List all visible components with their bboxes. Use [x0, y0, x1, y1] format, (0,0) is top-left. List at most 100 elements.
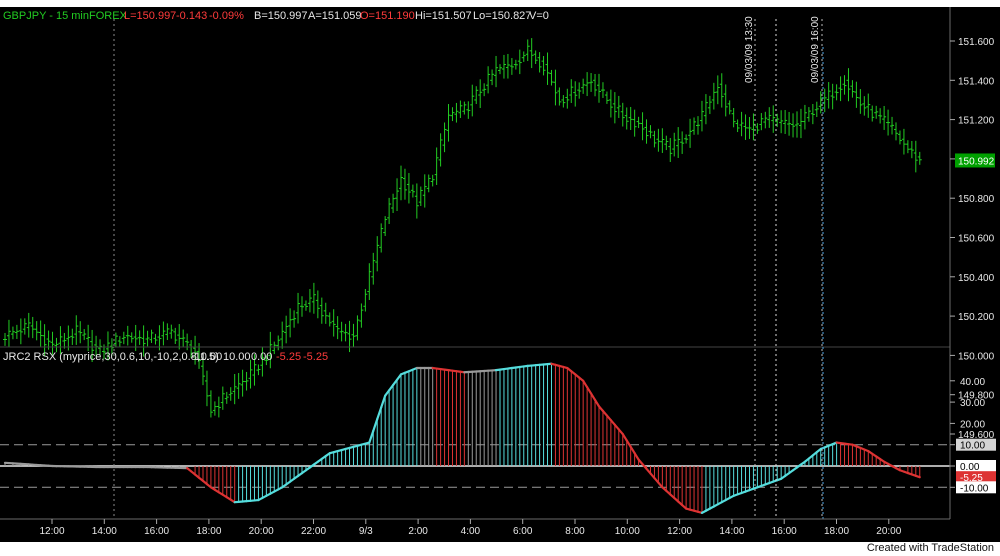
price-bar [70, 328, 75, 345]
price-bar [715, 75, 720, 105]
price-bar [874, 105, 879, 119]
price-bar [866, 93, 871, 118]
price-bar [422, 174, 427, 208]
price-axis-label: 150.400 [958, 273, 995, 284]
price-bar [153, 333, 158, 345]
price-bar [838, 76, 843, 102]
price-bar [129, 332, 134, 343]
indicator-v5: -5.25 [303, 351, 328, 363]
price-axis-label: 151.400 [958, 76, 995, 87]
price-bar [177, 324, 182, 350]
price-bar [557, 87, 562, 106]
price-bar [6, 319, 11, 348]
price-bar [779, 110, 784, 134]
price-bar [169, 324, 174, 339]
volume-label: V=0 [529, 10, 549, 22]
price-bar [268, 331, 273, 369]
price-bar [553, 69, 558, 106]
price-bar [121, 331, 126, 345]
price-bar [525, 39, 530, 62]
rsx-value-box-label: 0.00 [960, 462, 980, 473]
price-pane[interactable] [3, 38, 922, 418]
price-bar [34, 321, 39, 341]
price-bar [220, 386, 225, 410]
price-bar [58, 326, 63, 355]
rsx-line-segment [384, 389, 391, 397]
price-bar [901, 128, 906, 155]
rsx-indicator-pane[interactable] [0, 362, 950, 514]
indicator-name: JRC2 RSX (myprice,30,0.6,10,-10,2,0.8,1.… [3, 351, 219, 363]
price-bar [379, 223, 384, 253]
price-bar [446, 104, 451, 142]
price-bar [430, 174, 435, 187]
price-bar [517, 49, 522, 75]
time-axis-label: 16:00 [772, 526, 797, 537]
price-bar [212, 401, 217, 416]
price-bar [30, 316, 35, 339]
price-bar [66, 325, 71, 351]
price-bar [280, 321, 285, 349]
price-header: GBPJPY - 15 min FOREX L=150.997 -0.143 -… [3, 10, 549, 22]
time-axis-label: 16:00 [144, 526, 169, 537]
price-bar [707, 95, 712, 115]
price-bar [125, 325, 130, 346]
price-bar [3, 333, 7, 346]
indicator-v1: -10.00 [191, 351, 222, 363]
price-bar [50, 331, 55, 355]
price-bar [442, 122, 447, 153]
price-bar [145, 330, 150, 347]
price-bar [438, 133, 443, 167]
change-label: -0.143 [176, 10, 207, 22]
time-axis-label: 22:00 [301, 526, 326, 537]
price-bar [141, 325, 146, 357]
rsx-value-box [956, 460, 996, 472]
price-bar [798, 108, 803, 139]
price-bar [204, 370, 209, 407]
price-bar [521, 51, 526, 62]
price-bar [759, 113, 764, 131]
price-bar [276, 335, 281, 351]
price-bar [292, 310, 297, 328]
indicator-v3: 0.00 [251, 351, 272, 363]
price-bar [787, 111, 792, 136]
price-bar [581, 78, 586, 94]
price-bar [201, 357, 205, 386]
price-bar [628, 106, 633, 131]
price-bar [692, 117, 697, 135]
price-bar [719, 73, 724, 108]
price-bar [656, 128, 661, 152]
price-bar [565, 88, 570, 109]
price-bar [802, 104, 807, 130]
ask-label: A=151.059 [308, 10, 362, 22]
price-bar [256, 364, 261, 376]
price-bar [660, 128, 665, 153]
price-bar [248, 359, 253, 389]
price-bar [426, 174, 431, 193]
price-bar [323, 302, 328, 324]
price-bar [303, 300, 308, 311]
price-bar [38, 320, 43, 348]
price-bar [62, 332, 67, 349]
price-bar [846, 68, 851, 102]
price-bar [339, 321, 344, 342]
price-bar [264, 355, 269, 366]
price-bar [771, 105, 776, 133]
price-bar [363, 288, 368, 312]
price-bar [319, 297, 324, 324]
price-bar [913, 140, 918, 173]
price-bar [620, 102, 625, 127]
price-bar [529, 38, 534, 69]
time-axis-label: 8:00 [565, 526, 585, 537]
price-axis-label: 150.200 [958, 312, 995, 323]
price-bar [636, 116, 641, 129]
price-bar [783, 109, 788, 134]
price-bar [826, 82, 831, 109]
price-bar [569, 79, 574, 103]
price-bar [288, 308, 293, 338]
price-bar [731, 108, 736, 128]
price-bar [818, 91, 823, 114]
price-bar [402, 168, 407, 200]
price-bar [549, 69, 554, 86]
price-bar [723, 84, 728, 117]
price-bar [450, 107, 455, 122]
